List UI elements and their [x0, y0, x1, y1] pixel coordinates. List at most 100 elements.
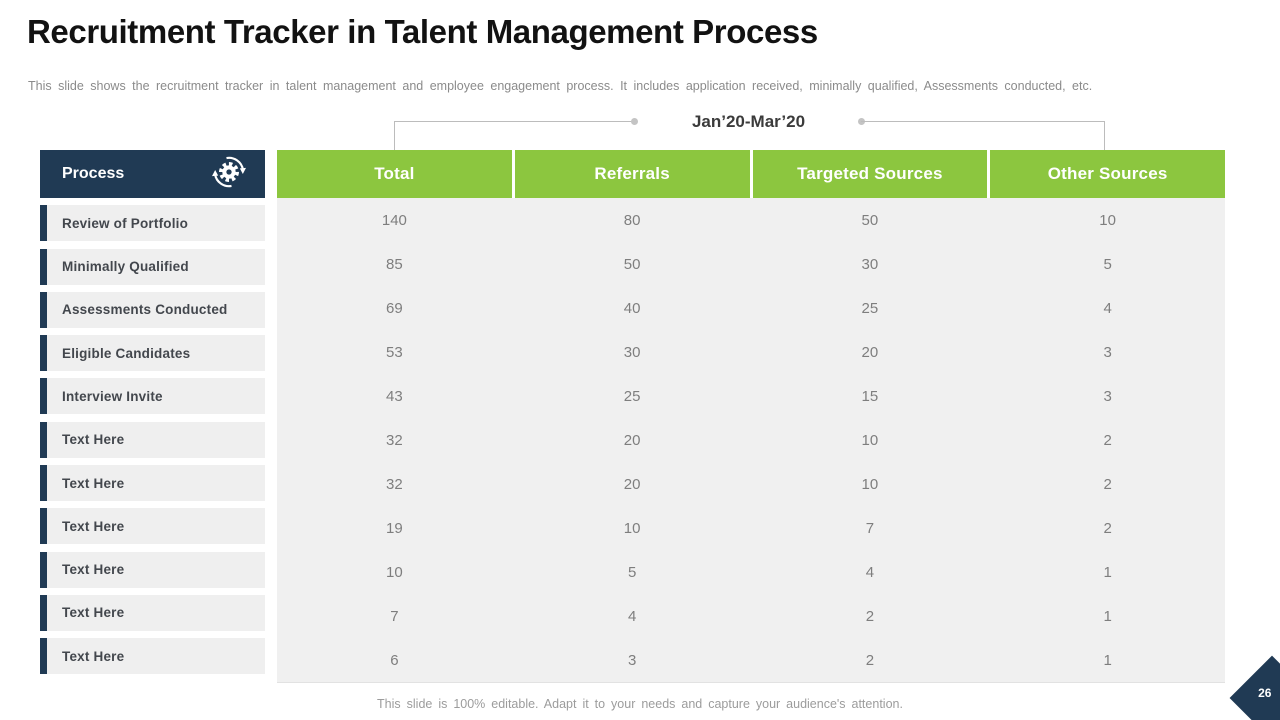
column-header: Targeted Sources — [752, 150, 988, 198]
page-number: 26 — [1258, 685, 1272, 700]
table-cell: 20 — [861, 343, 879, 361]
table-cell: 7 — [390, 607, 399, 625]
table-cell: 19 — [386, 519, 403, 537]
table-header-row: Total Referrals Targeted Sources Other Sour… — [277, 150, 1225, 198]
table-cell: 5 — [1103, 255, 1112, 273]
table-row: 140 80 50 10 — [277, 198, 1225, 242]
table-row: 43 25 15 3 — [277, 374, 1225, 418]
table-cell: 30 — [623, 343, 641, 361]
table-cell: 4 — [1103, 299, 1112, 317]
slide-description: This slide shows the recruitment tracker… — [28, 79, 1093, 93]
sidebar-item: Text Here — [40, 638, 265, 675]
table-cell: 85 — [386, 255, 403, 273]
table-cell: 30 — [861, 255, 879, 273]
column-header: Other Sources — [990, 150, 1225, 198]
page-title: Recruitment Tracker in Talent Management… — [27, 13, 818, 50]
table-cell: 3 — [1103, 343, 1112, 361]
sidebar-item-label: Interview Invite — [62, 388, 163, 404]
table-row: 7 4 2 1 — [277, 594, 1225, 638]
item-accent-bar — [40, 248, 47, 285]
date-bracket-left-line — [394, 121, 635, 150]
table-cell: 10 — [386, 563, 403, 581]
table-cell: 4 — [865, 563, 875, 581]
item-accent-bar — [40, 291, 47, 328]
item-accent-bar — [40, 421, 47, 458]
table-cell: 32 — [386, 475, 403, 493]
column-header: Total — [277, 150, 512, 198]
table-cell: 43 — [386, 387, 403, 405]
item-accent-bar — [40, 205, 47, 242]
table-cell: 10 — [861, 475, 879, 493]
item-accent-bar — [40, 508, 47, 545]
table-row: 69 40 25 4 — [277, 286, 1225, 330]
table-row: 85 50 30 5 — [277, 242, 1225, 286]
table-row: 53 30 20 3 — [277, 330, 1225, 374]
table-cell: 2 — [865, 607, 875, 625]
sidebar-item: Text Here — [40, 508, 265, 545]
table-cell: 32 — [386, 431, 403, 449]
table-cell: 20 — [623, 475, 641, 493]
gear-sync-icon — [209, 152, 249, 197]
table-cell: 1 — [1103, 563, 1112, 581]
table-cell: 2 — [1103, 475, 1112, 493]
sidebar-item-label: Text Here — [62, 475, 125, 491]
table-cell: 3 — [627, 651, 637, 669]
table-cell: 2 — [1103, 431, 1112, 449]
table-cell: 15 — [861, 387, 879, 405]
date-bracket-right-line — [861, 121, 1105, 150]
table-cell: 4 — [627, 607, 637, 625]
recruitment-table: Total Referrals Targeted Sources Other Sour… — [277, 150, 1225, 683]
table-cell: 1 — [1103, 607, 1112, 625]
sidebar-header: Process — [40, 150, 265, 198]
table-cell: 10 — [623, 519, 641, 537]
sidebar-item: Text Here — [40, 594, 265, 631]
table-row: 19 10 7 2 — [277, 506, 1225, 550]
sidebar-item-label: Text Here — [62, 605, 125, 621]
sidebar-item-label: Text Here — [62, 648, 125, 664]
item-accent-bar — [40, 465, 47, 502]
column-header: Referrals — [514, 150, 750, 198]
table-cell: 10 — [1099, 211, 1116, 229]
sidebar-header-label: Process — [62, 165, 125, 182]
sidebar-items: Review of Portfolio Minimally Qualified As… — [40, 205, 265, 675]
date-range-label: Jan’20-Mar’20 — [691, 112, 806, 131]
sidebar-item-label: Text Here — [62, 518, 125, 534]
item-accent-bar — [40, 594, 47, 631]
table-row: 6 3 2 1 — [277, 638, 1225, 682]
table-row: 32 20 10 2 — [277, 418, 1225, 462]
table-cell: 7 — [865, 519, 875, 537]
table-body: 140 80 50 10 85 50 30 5 69 40 25 4 53 30 20 3 43 25 15 3 32 2… — [277, 198, 1225, 683]
table-cell: 53 — [386, 343, 403, 361]
sidebar-item: Text Here — [40, 421, 265, 458]
sidebar-item-label: Text Here — [62, 562, 125, 578]
table-cell: 50 — [861, 211, 879, 229]
sidebar-item-label: Review of Portfolio — [62, 215, 189, 231]
table-cell: 10 — [861, 431, 879, 449]
item-accent-bar — [40, 378, 47, 415]
sidebar-item: Assessments Conducted — [40, 291, 265, 328]
sidebar-item: Text Here — [40, 551, 265, 588]
table-cell: 25 — [623, 387, 641, 405]
table-cell: 80 — [623, 211, 641, 229]
table-cell: 25 — [861, 299, 879, 317]
table-row: 32 20 10 2 — [277, 462, 1225, 506]
sidebar-item-label: Text Here — [62, 432, 125, 448]
table-cell: 2 — [1103, 519, 1112, 537]
table-cell: 40 — [623, 299, 641, 317]
table-cell: 3 — [1103, 387, 1112, 405]
process-sidebar: Process Review of Portfolio Minimally Qua… — [40, 150, 265, 675]
item-accent-bar — [40, 335, 47, 372]
table-cell: 20 — [623, 431, 641, 449]
table-cell: 1 — [1103, 651, 1112, 669]
table-cell: 2 — [865, 651, 875, 669]
sidebar-item-label: Assessments Conducted — [62, 302, 228, 318]
item-accent-bar — [40, 638, 47, 675]
sidebar-item-label: Eligible Candidates — [62, 345, 191, 361]
item-accent-bar — [40, 551, 47, 588]
sidebar-item: Text Here — [40, 465, 265, 502]
sidebar-item: Eligible Candidates — [40, 335, 265, 372]
table-cell: 140 — [381, 211, 407, 229]
sidebar-item: Minimally Qualified — [40, 248, 265, 285]
bracket-dot-left — [631, 118, 638, 125]
